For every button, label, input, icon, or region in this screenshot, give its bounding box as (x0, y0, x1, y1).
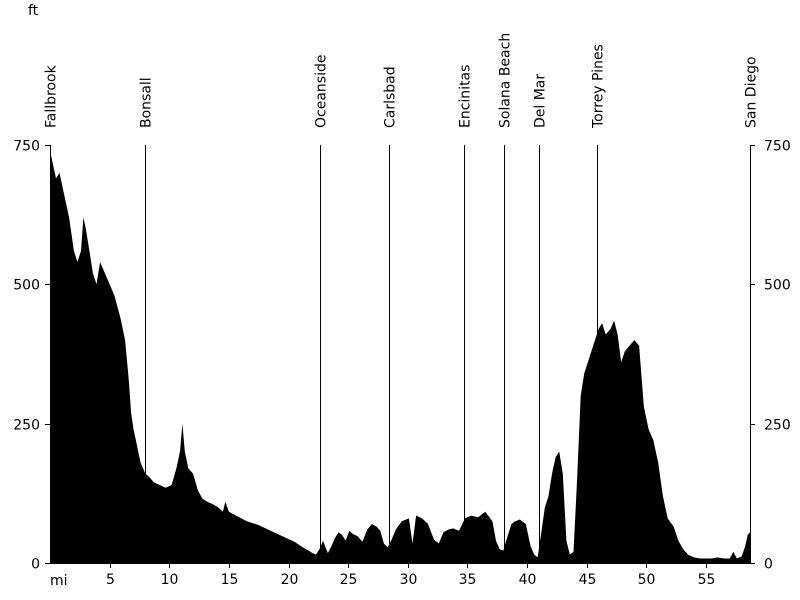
x-unit-label: mi (50, 573, 68, 589)
elevation-area (50, 150, 750, 563)
place-marker-lines (50, 145, 751, 563)
x-tick-label: 55 (698, 572, 716, 588)
y-tick-label-right: 250 (764, 418, 791, 434)
place-label: San Diego (744, 56, 760, 128)
y-tick-label-right: 0 (764, 557, 773, 573)
x-tick-label: 15 (221, 572, 239, 588)
x-tick-label: 20 (281, 572, 299, 588)
y-unit-label: ft (28, 3, 39, 19)
place-label: Carlsbad (383, 66, 399, 128)
y-axis-ticks: 0 0 250 250 500 500 750 750 (13, 139, 790, 573)
place-labels: Fallbrook Bonsall Oceanside Carlsbad Encinit… (44, 33, 760, 129)
y-tick-label-left: 250 (13, 418, 40, 434)
x-tick-label: 45 (579, 572, 597, 588)
y-tick-label-left: 0 (31, 557, 40, 573)
place-label: Torrey Pines (591, 44, 607, 129)
y-tick-label-right: 500 (764, 278, 791, 294)
place-label: Bonsall (139, 77, 155, 128)
x-tick-label: 40 (519, 572, 537, 588)
place-label: Fallbrook (44, 64, 60, 128)
place-label: Del Mar (533, 74, 549, 128)
place-label: Oceanside (314, 55, 330, 128)
x-tick-label: 30 (400, 572, 418, 588)
place-label: Encinitas (458, 65, 474, 128)
x-tick-label: 50 (638, 572, 656, 588)
x-tick-label: 10 (161, 572, 179, 588)
y-tick-label-left: 750 (13, 139, 40, 155)
x-tick-label: 35 (459, 572, 477, 588)
x-tick-label: 25 (340, 572, 358, 588)
y-tick-label-left: 500 (13, 278, 40, 294)
x-axis-ticks: 5 10 15 20 25 30 35 40 45 50 55 (106, 563, 715, 588)
place-label: Solana Beach (498, 33, 514, 128)
x-tick-label: 5 (106, 572, 115, 588)
y-tick-label-right: 750 (764, 139, 791, 155)
